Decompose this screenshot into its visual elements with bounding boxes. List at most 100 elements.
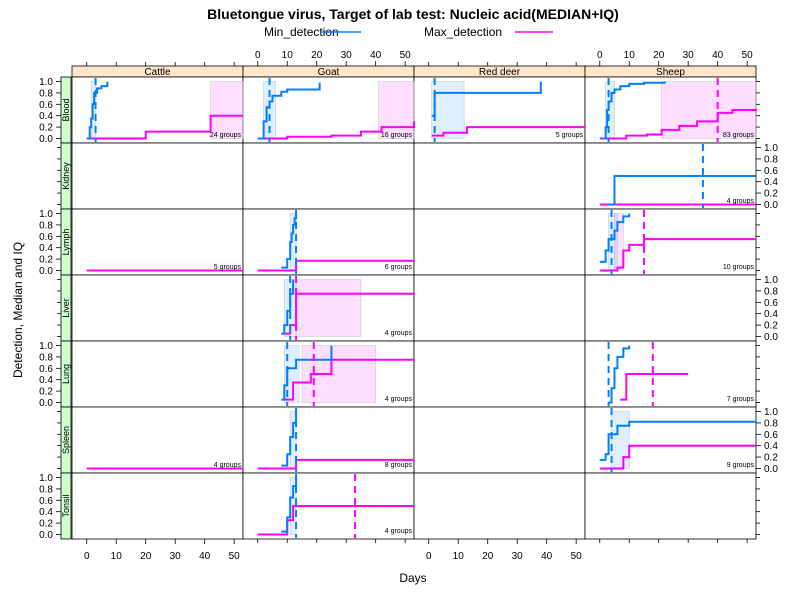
x-tick-label: 40 (712, 50, 724, 61)
groups-count-label: 6 groups (385, 264, 413, 271)
strip-label-goat: Goat (318, 67, 340, 78)
x-tick-label: 50 (571, 551, 583, 562)
panel-lymph-sheep (584, 208, 757, 276)
panel-tonsil-sheep (584, 472, 757, 540)
x-tick-label: 20 (482, 551, 494, 562)
x-tick-label: 0 (597, 50, 603, 61)
x-axis-label: Days (399, 571, 426, 585)
x-tick-label: 20 (653, 50, 665, 61)
row-strip-label-lymph: Lymph (61, 229, 71, 256)
min-detection-line (599, 213, 631, 263)
y-tick-label: 0.4 (39, 243, 53, 254)
strip-label-cattle: Cattle (144, 67, 171, 78)
row-strip-label-spleen: Spleen (61, 426, 71, 454)
y-tick-label: 0.8 (39, 352, 53, 363)
y-tick-label: 0.4 (39, 111, 53, 122)
y-tick-label: 0.6 (764, 166, 778, 177)
x-tick-label: 30 (341, 50, 353, 61)
y-tick-label: 0.6 (764, 298, 778, 309)
y-tick-label: 1.0 (39, 209, 53, 220)
groups-count-label: 4 groups (214, 462, 242, 469)
panel-content-spleen-cattle: 4 groups (86, 462, 243, 470)
max-detection-iq-band (614, 213, 624, 271)
groups-count-label: 4 groups (385, 396, 413, 403)
y-tick-label: 0.6 (39, 364, 53, 375)
panel-content-lymph-sheep: 10 groups (599, 210, 756, 274)
y-tick-label: 0.6 (39, 232, 53, 243)
min-detection-line (86, 81, 109, 140)
y-tick-label: 0.6 (764, 430, 778, 441)
groups-count-label: 16 groups (381, 132, 413, 139)
y-tick-label: 0.4 (764, 309, 778, 320)
row-strip-tonsil (60, 472, 72, 540)
max-detection-iq-band (210, 81, 244, 139)
panel-content-lung-sheep: 7 groups (607, 342, 754, 406)
x-tick-label: 30 (170, 551, 182, 562)
x-tick-label: 40 (199, 551, 211, 562)
groups-count-label: 5 groups (214, 264, 242, 271)
panel-spleen-sheep (584, 406, 757, 474)
y-tick-label: 1.0 (764, 143, 778, 154)
panel-content-kidney-sheep: 4 groups (599, 144, 756, 208)
max-detection-line (257, 121, 415, 140)
y-tick-label: 0.8 (39, 220, 53, 231)
groups-count-label: 5 groups (556, 132, 584, 139)
panel-kidney-cattle (71, 142, 244, 210)
panel-content-lymph-cattle: 5 groups (86, 264, 243, 272)
max-detection-line (431, 126, 585, 137)
x-tick-label: 40 (541, 551, 553, 562)
panel-content-blood-cattle: 24 groups (86, 78, 244, 142)
y-tick-label: 1.0 (764, 407, 778, 418)
x-tick-label: 50 (400, 50, 412, 61)
row-strip-label-blood: Blood (61, 98, 71, 121)
y-tick-label: 0.2 (39, 387, 53, 398)
groups-count-label: 4 groups (727, 198, 755, 205)
y-tick-label: 0.8 (764, 154, 778, 165)
panel-blood-goat (242, 76, 415, 144)
x-tick-label: 20 (140, 551, 152, 562)
max-detection-line (599, 108, 757, 140)
groups-count-label: 4 groups (385, 528, 413, 535)
bottom-x-axis: 0 10 20 30 40 50 0 10 20 30 40 50 (84, 539, 748, 562)
panel-lung-red-deer (413, 340, 586, 408)
y-tick-label: 0.8 (39, 88, 53, 99)
column-strips: Cattle Goat Red deer Sheep (71, 65, 757, 78)
y-tick-label: 0.0 (764, 200, 778, 211)
min-detection-iq-band (431, 81, 465, 139)
panel-content-lung-goat: 4 groups (281, 342, 414, 406)
x-tick-label: 0 (426, 551, 432, 562)
x-tick-label: 10 (624, 50, 636, 61)
y-tick-label: 1.0 (39, 77, 53, 88)
row-strips: Blood Kidney Lymph Liver Lung Spleen Tonsil (60, 76, 72, 540)
max-detection-line (281, 292, 414, 335)
y-tick-label: 1.0 (764, 275, 778, 286)
min-detection-line (281, 279, 295, 335)
groups-count-label: 83 groups (723, 132, 755, 139)
min-detection-line (608, 175, 756, 206)
x-tick-label: 10 (282, 50, 294, 61)
row-strip-label-liver: Liver (61, 298, 71, 318)
x-tick-label: 30 (683, 50, 695, 61)
panel-kidney-red-deer (413, 142, 586, 210)
y-tick-label: 0.0 (39, 134, 53, 145)
y-tick-label: 0.8 (39, 484, 53, 495)
y-tick-label: 0.2 (764, 453, 778, 464)
max-detection-line (599, 238, 756, 272)
panel-content-blood-red-deer: 5 groups (431, 78, 585, 142)
x-tick-label: 50 (229, 551, 241, 562)
x-tick-label: 0 (255, 50, 261, 61)
max-detection-line (620, 373, 689, 401)
max-detection-iq-band (378, 81, 415, 139)
panel-content-spleen-goat: 8 groups (257, 408, 414, 472)
y-tick-label: 1.0 (39, 341, 53, 352)
panel-liver-sheep (584, 274, 757, 342)
y-tick-label: 0.2 (764, 321, 778, 332)
panel-blood-sheep (584, 76, 757, 144)
panel-content-lymph-goat: 6 groups (257, 210, 414, 274)
x-tick-label: 10 (111, 551, 123, 562)
panel-tonsil-cattle (71, 472, 244, 540)
panel-content-blood-goat: 16 groups (257, 78, 415, 142)
y-tick-label: 0.0 (764, 332, 778, 343)
legend-label-min-detection: Min_detection (264, 25, 339, 39)
y-tick-label: 0.2 (39, 255, 53, 266)
